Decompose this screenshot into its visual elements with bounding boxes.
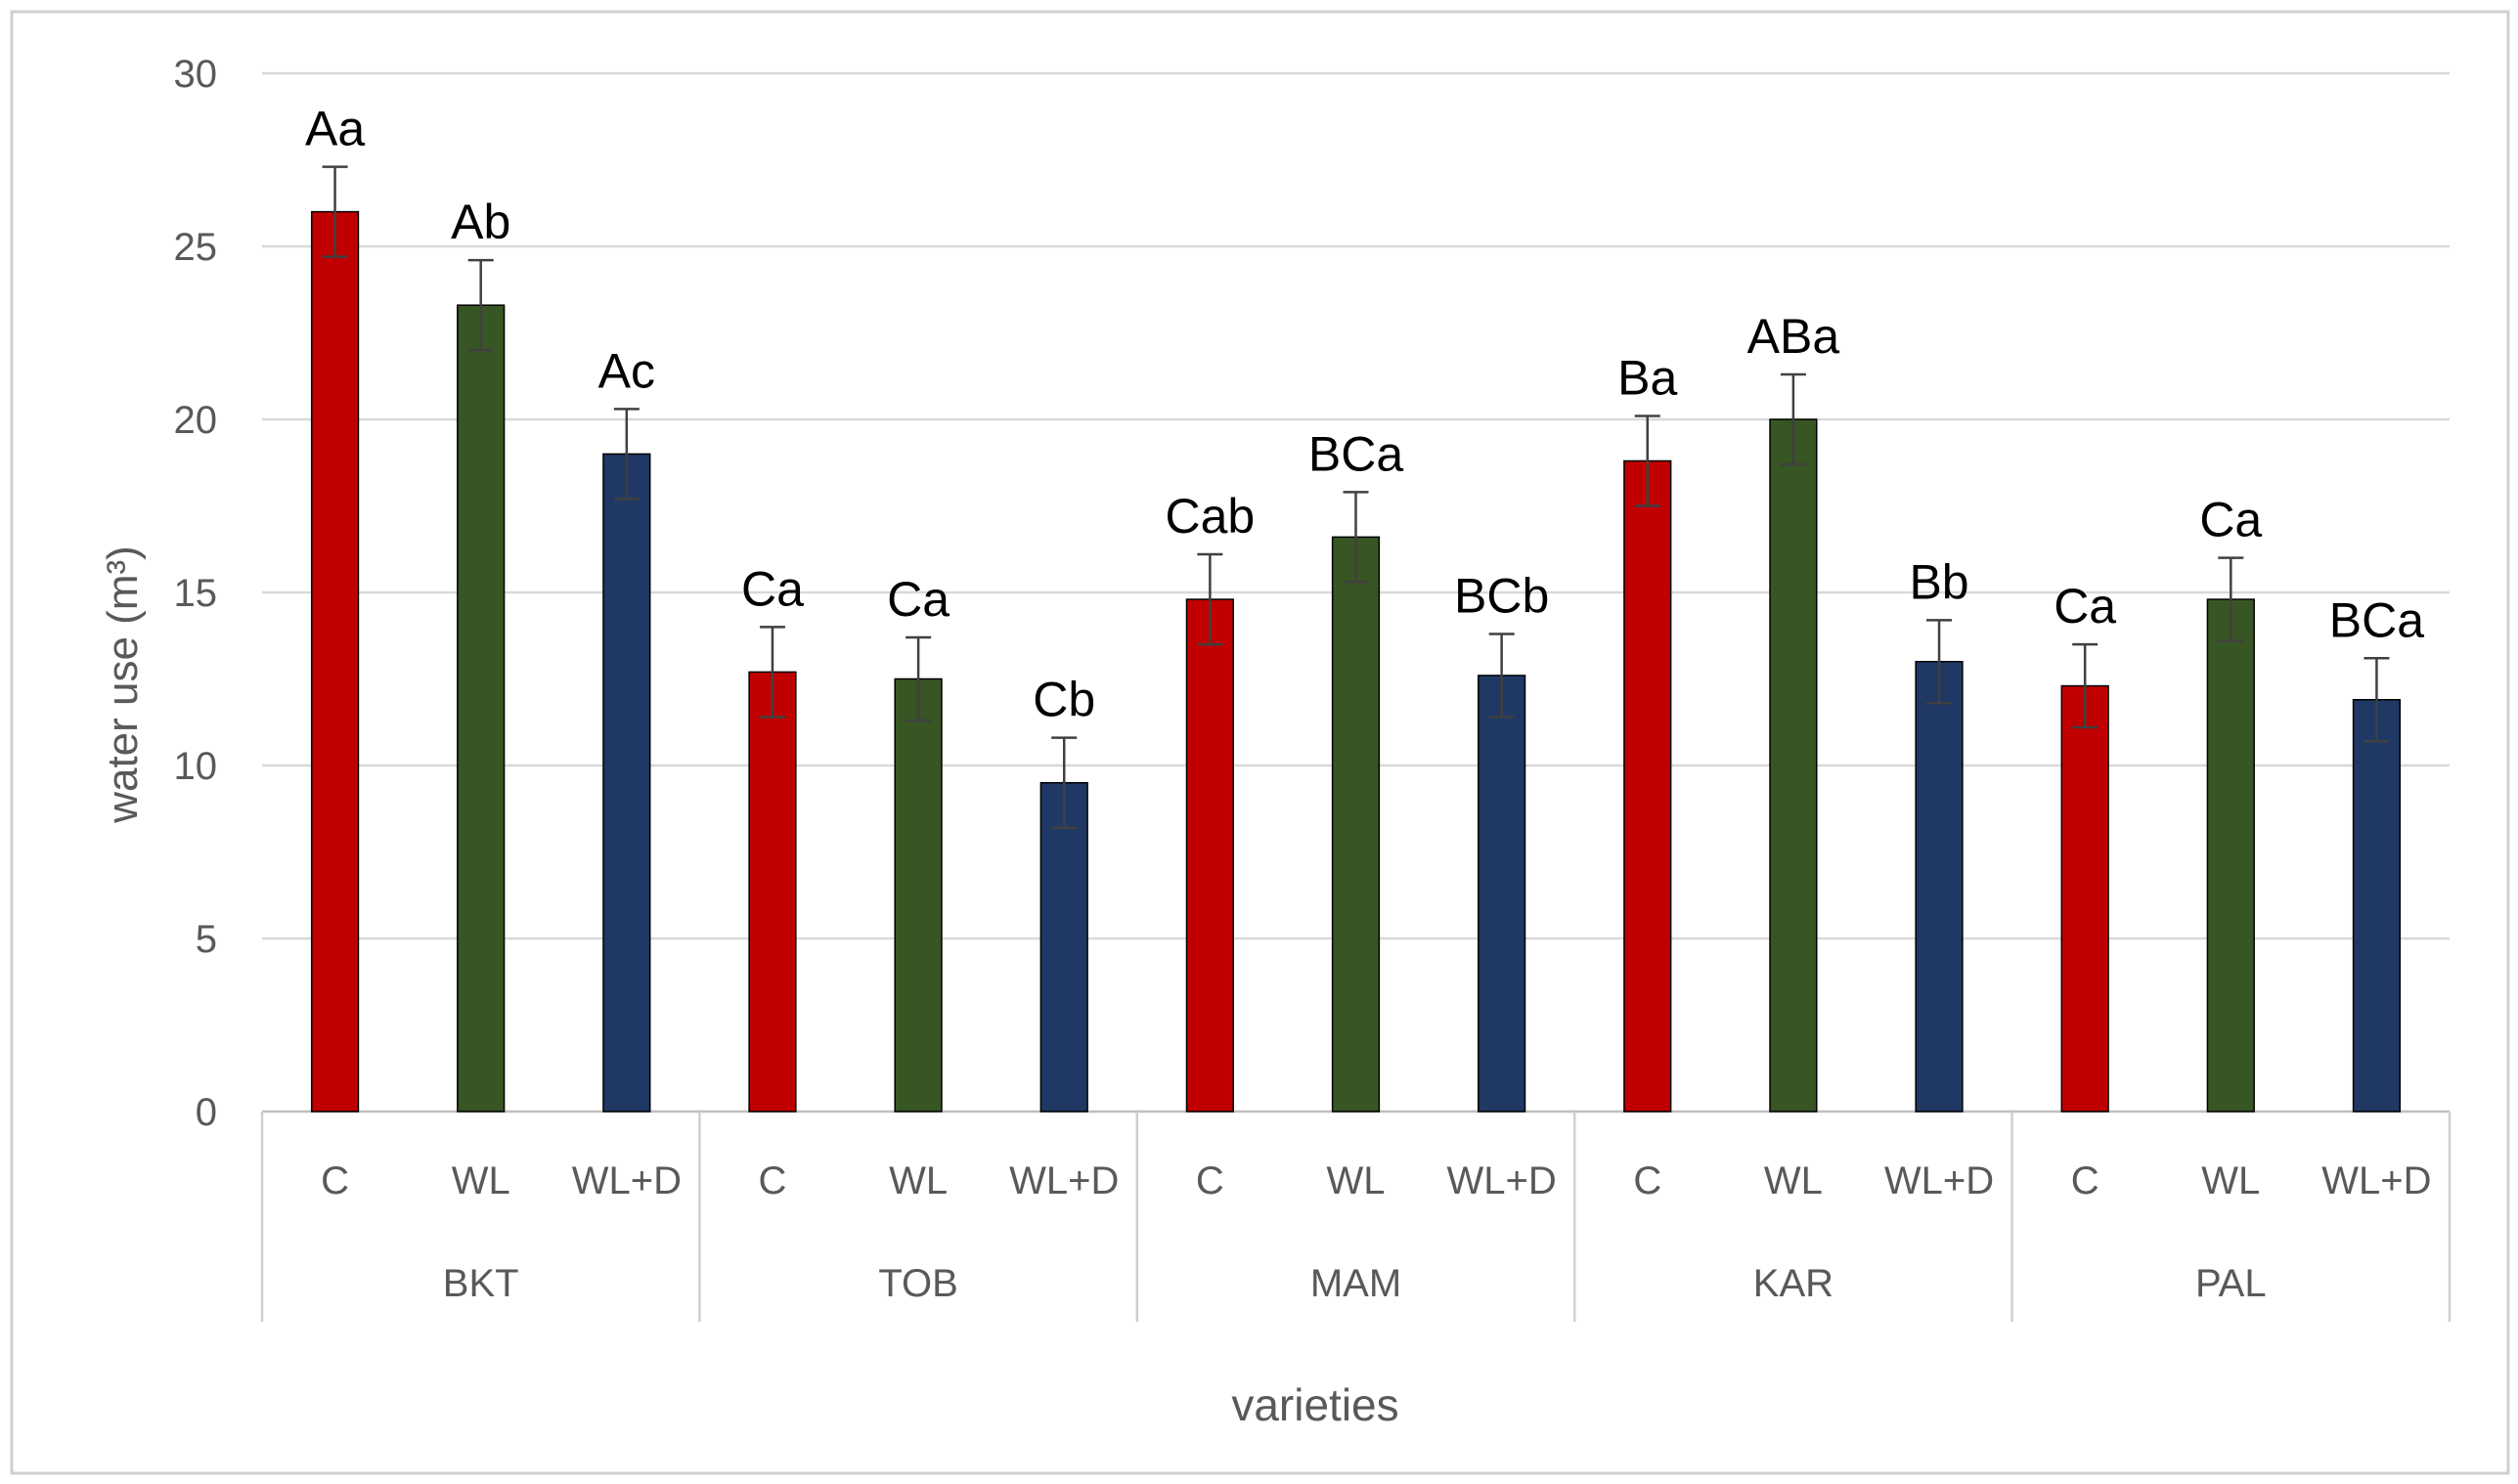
y-axis-ticks: 0 5 10 15 20 25 30 — [174, 53, 218, 1134]
treatment-label: WL+D — [572, 1159, 682, 1202]
bar — [894, 677, 943, 1113]
bar — [2206, 598, 2255, 1113]
bar — [602, 453, 651, 1113]
bar — [1915, 661, 1964, 1113]
x-axis-label: varieties — [1231, 1379, 1398, 1430]
bar — [1039, 781, 1088, 1113]
variety-label: TOB — [878, 1262, 958, 1305]
variety-label: PAL — [2195, 1262, 2267, 1305]
significance-label: Ca — [741, 561, 804, 616]
significance-label: ABa — [1747, 309, 1840, 364]
treatment-label: WL+D — [1447, 1159, 1557, 1202]
bars — [310, 210, 2402, 1113]
chart-border — [10, 10, 2510, 1475]
significance-label: Ca — [2199, 493, 2262, 547]
y-tick-label: 0 — [196, 1091, 217, 1134]
y-axis-label: water use (m³) — [99, 546, 147, 824]
treatment-label: C — [1196, 1159, 1224, 1202]
variety-label: KAR — [1753, 1262, 1833, 1305]
treatment-label: WL — [1327, 1159, 1386, 1202]
treatment-label: WL+D — [2321, 1159, 2431, 1202]
significance-label: Cab — [1165, 489, 1255, 544]
treatment-label: WL+D — [1009, 1159, 1119, 1202]
significance-label: Cb — [1033, 673, 1095, 727]
treatment-label: WL — [452, 1159, 510, 1202]
significance-label: Aa — [305, 102, 365, 156]
y-tick-label: 30 — [174, 53, 218, 96]
significance-label: Bb — [1909, 554, 1968, 609]
bar — [1331, 536, 1381, 1113]
bar — [1623, 459, 1672, 1113]
y-tick-label: 5 — [196, 918, 217, 961]
significance-label: Ca — [2054, 579, 2116, 633]
significance-label: Ac — [598, 343, 655, 398]
treatment-label: C — [1633, 1159, 1661, 1202]
bar — [1185, 598, 1234, 1113]
treatment-label: C — [321, 1159, 349, 1202]
treatment-label: C — [2071, 1159, 2099, 1202]
treatment-label: WL+D — [1884, 1159, 1994, 1202]
x-axis-categories: C WL WL+D BKT C WL WL+D TOB C WL WL+D MAM C WL WL+D KAR… — [321, 1159, 2431, 1305]
bar — [2060, 684, 2109, 1113]
y-tick-label: 25 — [174, 226, 218, 269]
bar — [1478, 675, 1526, 1113]
y-tick-label: 20 — [174, 399, 218, 442]
bar — [1769, 418, 1818, 1113]
significance-label: BCb — [1454, 568, 1549, 623]
bar — [310, 210, 360, 1113]
significance-label: Ab — [451, 195, 510, 249]
treatment-label: WL — [1764, 1159, 1823, 1202]
treatment-label: WL — [889, 1159, 948, 1202]
variety-label: MAM — [1310, 1262, 1401, 1305]
error-bars — [322, 165, 2390, 829]
y-tick-label: 10 — [174, 745, 218, 788]
significance-label: Ca — [887, 572, 950, 627]
significance-label: BCa — [1308, 426, 1403, 481]
significance-label: BCa — [2329, 592, 2424, 647]
bar — [2352, 698, 2402, 1113]
y-tick-label: 15 — [174, 572, 218, 615]
treatment-label: WL — [2201, 1159, 2260, 1202]
significance-label: Ba — [1617, 350, 1677, 405]
bar — [457, 304, 506, 1113]
significance-labels: Aa Ab Ac Ca Ca Cb Cab BCa BCb Ba ABa Bb Ca Ca BCa — [305, 102, 2424, 727]
treatment-label: C — [759, 1159, 787, 1202]
bar — [748, 671, 797, 1113]
variety-label: BKT — [443, 1262, 519, 1305]
